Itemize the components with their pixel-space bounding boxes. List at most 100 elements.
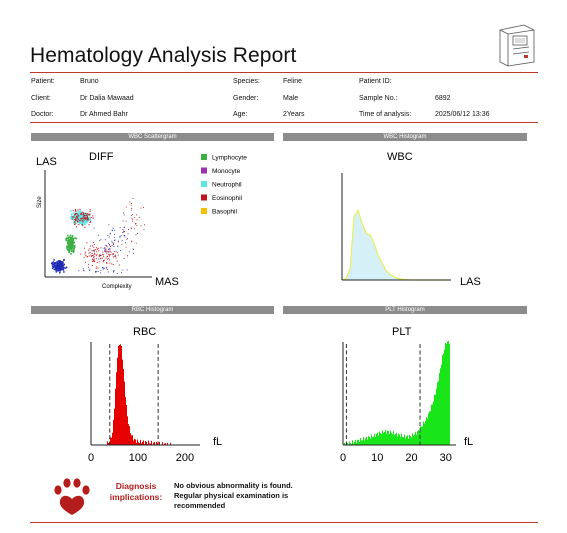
age-value: 2Years (283, 111, 305, 118)
plt-bar (444, 349, 445, 445)
plt-bar (352, 440, 353, 445)
plt-bar (344, 442, 345, 445)
legend-label: Lymphocyte (212, 155, 247, 162)
legend-swatch (201, 208, 207, 214)
plt-tick-label: 20 (405, 452, 417, 464)
plt-bar (356, 443, 357, 445)
rbc-bar (117, 357, 118, 445)
scatter-y-caption: Size (37, 196, 43, 208)
plt-bar (406, 436, 407, 445)
plt-bar (364, 440, 365, 445)
legend-swatch (201, 181, 207, 187)
plt-bar (388, 430, 389, 445)
rbc-bar (130, 433, 131, 445)
plt-bar (428, 413, 429, 445)
species-label: Species: (233, 78, 260, 85)
legend-swatch (201, 167, 207, 174)
age-label: Age: (233, 111, 248, 118)
plt-bar (431, 404, 432, 445)
plt-bar (425, 420, 426, 445)
wbc-x-axis-label: LAS (460, 276, 481, 288)
plt-bar (413, 435, 414, 445)
rbc-bar (145, 441, 146, 445)
rbc-bar (131, 435, 132, 445)
patient-value: Bruno (80, 78, 99, 85)
rbc-bar (113, 419, 114, 445)
plt-bar (362, 440, 363, 445)
plt-bar (349, 441, 350, 445)
plt-bar (410, 436, 411, 445)
plt-bar (385, 429, 386, 445)
plt-bar (359, 442, 360, 445)
plt-bar (436, 388, 437, 445)
rbc-bar (146, 441, 147, 445)
plt-bar (396, 432, 397, 445)
rbc-bar (132, 435, 133, 445)
plt-bar (441, 364, 442, 445)
wbc-histogram: WBC LAS (341, 151, 481, 288)
rbc-bar (124, 381, 125, 445)
plt-bar (367, 439, 368, 445)
time-label: Time of analysis: (359, 111, 412, 118)
plt-bar (429, 411, 430, 445)
plt-bar (440, 368, 441, 445)
plt-bar (368, 436, 369, 445)
rbc-bar (125, 397, 126, 445)
plt-bar (395, 433, 396, 445)
wbc-chart-title: WBC (387, 151, 413, 163)
rbc-distribution (107, 344, 171, 445)
plt-bar (418, 429, 419, 445)
rbc-bar (151, 440, 152, 445)
plt-bar (387, 430, 388, 445)
wbc-distribution-fill (342, 210, 451, 280)
scatter-x-axis-label: MAS (155, 276, 179, 288)
plt-bar (389, 434, 390, 445)
plt-bar (424, 423, 425, 445)
plt-bar (351, 443, 352, 445)
rbc-bar (120, 344, 121, 445)
plt-x-axis-label: fL (464, 436, 473, 448)
rbc-bar (167, 442, 168, 445)
rbc-bar (123, 369, 124, 445)
client-label: Client: (31, 95, 51, 102)
plt-bar (354, 441, 355, 445)
plt-bar (417, 431, 418, 445)
rbc-tick-label: 200 (176, 452, 194, 464)
plt-bar (383, 433, 384, 445)
plt-bar (434, 394, 435, 445)
gender-label: Gender: (233, 95, 259, 102)
plt-bar (369, 436, 370, 445)
plt-bar (405, 438, 406, 445)
plt-bar (390, 430, 391, 445)
rbc-bar (165, 443, 166, 445)
rbc-bar (142, 441, 143, 445)
plt-bar (427, 418, 428, 445)
plt-bar (435, 394, 436, 445)
plt-bar (439, 373, 440, 445)
rbc-bar (127, 416, 128, 445)
plt-bar (378, 435, 379, 445)
plt-bar (391, 433, 392, 445)
patient-label: Patient: (31, 78, 55, 85)
legend-swatch (201, 154, 207, 160)
rbc-bar (107, 441, 108, 445)
plt-histogram: PLT 0 10 20 30 fL (340, 326, 473, 464)
plt-bar (400, 437, 401, 445)
plt-bar (407, 435, 408, 445)
rbc-bar (110, 437, 111, 445)
plt-bar (442, 355, 443, 445)
info-divider (30, 122, 538, 123)
rbc-bar (164, 443, 165, 445)
plt-bar (381, 434, 382, 445)
plt-bar (372, 437, 373, 445)
plt-bar (448, 340, 449, 445)
rbc-bar (150, 443, 151, 445)
scatter-y-axis-label: LAS (36, 156, 57, 168)
rbc-bar (135, 439, 136, 445)
rbc-bar (114, 408, 115, 445)
doctor-label: Doctor: (31, 111, 54, 118)
rbc-bar (112, 432, 113, 445)
time-value: 2025/06/12 13:36 (435, 111, 490, 118)
legend-label: Eosinophil (212, 195, 243, 202)
plt-bar (399, 434, 400, 445)
